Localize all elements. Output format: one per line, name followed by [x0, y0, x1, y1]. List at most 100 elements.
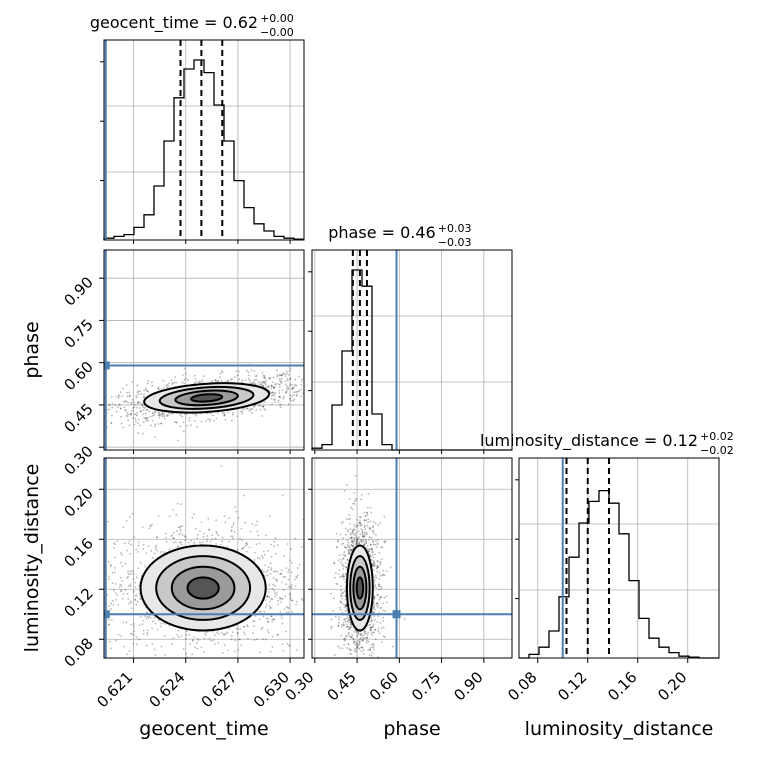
sample-point — [146, 417, 149, 420]
sample-point — [366, 511, 369, 514]
sample-point — [345, 604, 347, 606]
sample-point — [109, 564, 112, 566]
sample-point — [115, 598, 117, 601]
sample-point — [196, 537, 199, 540]
sample-point — [294, 378, 297, 381]
sample-point — [259, 404, 262, 407]
sample-point — [173, 381, 176, 384]
sample-point — [125, 519, 128, 522]
sample-point — [347, 541, 350, 544]
sample-point — [185, 666, 187, 668]
sample-point — [353, 492, 355, 494]
sample-point — [333, 561, 336, 564]
sample-point — [260, 383, 263, 386]
sample-point — [239, 537, 241, 540]
sample-point — [207, 418, 210, 421]
sample-point — [385, 601, 388, 604]
title-lower-error: −0.03 — [438, 236, 472, 249]
sample-point — [374, 522, 377, 525]
sample-point — [363, 519, 366, 521]
sample-point — [240, 527, 243, 530]
sample-point — [350, 625, 353, 628]
sample-point — [367, 665, 369, 667]
sample-point — [115, 395, 118, 398]
sample-point — [128, 391, 131, 394]
sample-point — [351, 541, 353, 543]
sample-point — [375, 602, 378, 605]
sample-point — [342, 575, 345, 578]
sample-point — [131, 512, 134, 515]
sample-point — [120, 589, 123, 592]
sample-point — [264, 553, 266, 556]
sample-point — [134, 598, 137, 601]
sample-point — [336, 539, 339, 542]
sample-point — [379, 622, 382, 624]
sample-point — [204, 632, 207, 635]
sample-point — [344, 561, 347, 564]
sample-point — [165, 384, 168, 387]
sample-point — [382, 569, 385, 572]
panel-2d-phase-luminosity_distance — [311, 457, 513, 669]
sample-point — [228, 517, 230, 520]
sample-point — [340, 625, 343, 628]
sample-point — [236, 374, 239, 377]
sample-point — [261, 556, 264, 559]
sample-point — [375, 540, 377, 542]
sample-point — [127, 573, 130, 576]
sample-point — [169, 413, 172, 415]
contour-line — [352, 565, 368, 611]
sample-point — [373, 585, 376, 588]
sample-point — [340, 561, 342, 564]
sample-point — [273, 398, 275, 401]
panel-frame — [518, 457, 720, 659]
sample-point — [290, 584, 293, 586]
sample-point — [364, 667, 366, 669]
sample-point — [136, 422, 139, 425]
sample-point — [120, 551, 122, 554]
sample-point — [179, 525, 182, 528]
sample-point — [381, 574, 384, 577]
sample-point — [261, 381, 264, 384]
sample-point — [135, 548, 138, 551]
sample-point — [334, 572, 337, 574]
sample-point — [351, 545, 354, 548]
sample-point — [359, 523, 362, 525]
sample-point — [326, 558, 328, 560]
sample-point — [290, 599, 293, 602]
sample-point — [354, 629, 357, 632]
sample-point — [153, 425, 156, 428]
sample-point — [110, 602, 113, 605]
sample-point — [221, 540, 223, 543]
sample-point — [135, 396, 138, 399]
contour-line — [170, 565, 236, 611]
sample-point — [182, 648, 185, 650]
sample-point — [370, 629, 373, 631]
sample-point — [295, 390, 298, 393]
sample-point — [356, 540, 359, 543]
sample-point — [332, 597, 335, 600]
sample-point — [80, 525, 82, 527]
sample-point — [373, 648, 375, 651]
contour-line — [189, 393, 224, 403]
sample-point — [360, 646, 363, 648]
sample-point — [250, 369, 253, 372]
sample-point — [323, 593, 325, 595]
sample-point — [374, 534, 377, 536]
sample-point — [154, 423, 157, 426]
sample-point — [158, 413, 161, 416]
sample-point — [240, 410, 242, 413]
sample-point — [349, 649, 352, 651]
sample-point — [191, 639, 194, 641]
sample-point — [144, 615, 147, 617]
sample-point — [180, 503, 183, 506]
sample-point — [294, 578, 297, 581]
sample-point — [108, 403, 111, 406]
sample-point — [376, 593, 379, 596]
sample-point — [264, 383, 267, 386]
sample-point — [165, 540, 168, 543]
sample-point — [149, 525, 152, 528]
x-tick-label-geocent_time: 0.624 — [145, 668, 188, 711]
sample-point — [292, 399, 295, 402]
sample-point — [380, 596, 383, 598]
sample-point — [119, 408, 122, 410]
